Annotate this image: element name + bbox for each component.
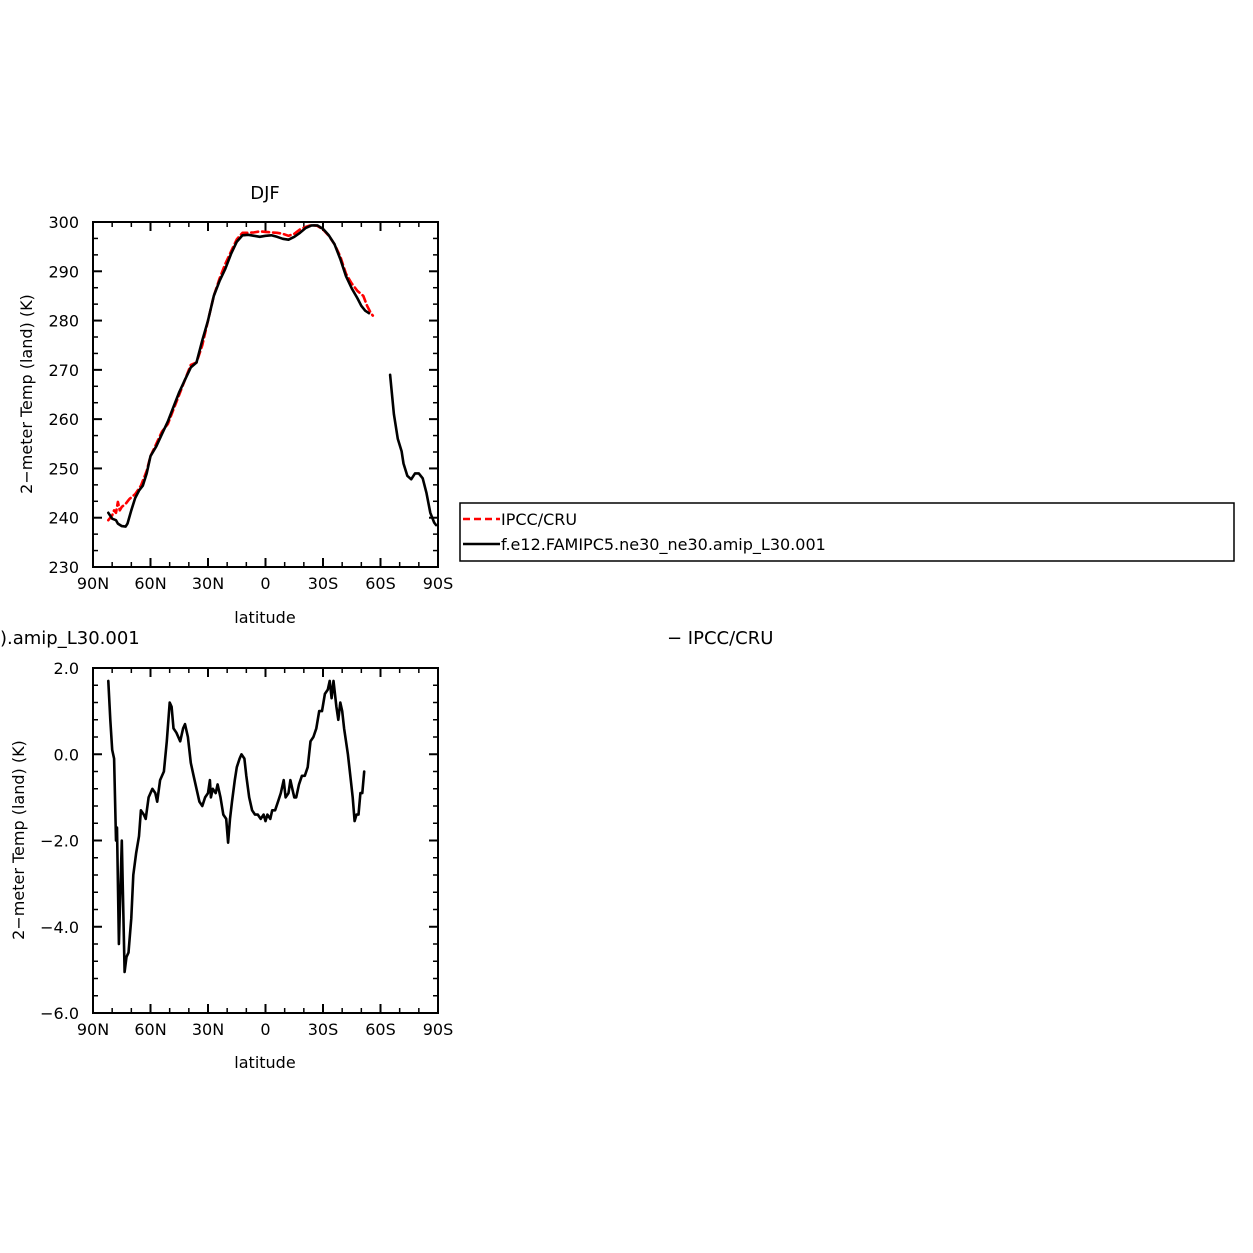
top-y-tick-label: 290 xyxy=(48,262,79,281)
bottom-y-tick-label: −4.0 xyxy=(40,918,79,937)
top-series-group xyxy=(107,223,438,528)
bottom-x-tick-label: 30N xyxy=(192,1020,224,1039)
legend-label-model: f.e12.FAMIPC5.ne30_ne30.amip_L30.001 xyxy=(501,535,826,555)
top-x-tick-label: 60S xyxy=(365,574,396,593)
bottom-y-tick-label: 0.0 xyxy=(54,745,79,764)
bottom-x-tick-label: 0 xyxy=(260,1020,270,1039)
bottom-panel-difference: ).amip_L30.001 − IPCC/CRU latitude 2−met… xyxy=(0,628,773,1072)
top-y-axis-label: 2−meter Temp (land) (K) xyxy=(17,294,36,494)
bottom-y-tick-label: −6.0 xyxy=(40,1004,79,1023)
top-x-tick-label: 0 xyxy=(260,574,270,593)
top-series-line-model xyxy=(107,224,371,528)
bottom-x-tick-label: 90S xyxy=(423,1020,454,1039)
bottom-x-tick-label: 60N xyxy=(134,1020,166,1039)
bottom-y-axis-label: 2−meter Temp (land) (K) xyxy=(9,740,28,940)
bottom-x-tick-label: 90N xyxy=(77,1020,109,1039)
top-y-tick-label: 280 xyxy=(48,312,79,331)
top-y-tick-label: 260 xyxy=(48,410,79,429)
top-series-line-model xyxy=(388,373,438,527)
legend-frame xyxy=(459,502,1235,562)
bottom-series-line-model xyxy=(107,679,366,974)
top-x-tick-label: 60N xyxy=(134,574,166,593)
legend: IPCC/CRU f.e12.FAMIPC5.ne30_ne30.amip_L3… xyxy=(459,502,1235,562)
bottom-x-tick-label: 60S xyxy=(365,1020,396,1039)
top-y-tick-label: 250 xyxy=(48,459,79,478)
top-x-tick-label: 30S xyxy=(308,574,339,593)
top-y-tick-label: 270 xyxy=(48,361,79,380)
top-x-tick-label: 30N xyxy=(192,574,224,593)
top-axis-ticks: 90N 60N 30N 0 30S 60S 90S 230 240 250 260 270 280 290… xyxy=(48,213,453,593)
top-plot-frame xyxy=(92,221,439,568)
bottom-axis-ticks: 90N 60N 30N 0 30S 60S 90S −6.0 −4.0 −2.0 0.0 2.0 xyxy=(40,659,453,1039)
top-panel-djf: DJF latitude 2−meter Temp (land) (K) 90N… xyxy=(17,183,453,627)
top-x-tick-label: 90S xyxy=(423,574,454,593)
bottom-chart-title-left: ).amip_L30.001 xyxy=(0,628,140,649)
top-y-tick-label: 300 xyxy=(48,213,79,232)
legend-label-ipcc-cru: IPCC/CRU xyxy=(501,510,577,529)
top-chart-title: DJF xyxy=(250,183,280,204)
bottom-y-tick-label: 2.0 xyxy=(54,659,79,678)
top-x-tick-label: 90N xyxy=(77,574,109,593)
top-x-axis-label: latitude xyxy=(234,608,295,627)
top-y-tick-label: 230 xyxy=(48,558,79,577)
bottom-series-group xyxy=(107,679,366,974)
bottom-y-tick-label: −2.0 xyxy=(40,832,79,851)
bottom-x-tick-label: 30S xyxy=(308,1020,339,1039)
bottom-x-axis-label: latitude xyxy=(234,1053,295,1072)
top-series-line-ipcc-cru xyxy=(107,223,375,522)
bottom-chart-title-right: − IPCC/CRU xyxy=(667,628,773,649)
bottom-plot-frame xyxy=(92,667,439,1014)
top-y-tick-label: 240 xyxy=(48,509,79,528)
